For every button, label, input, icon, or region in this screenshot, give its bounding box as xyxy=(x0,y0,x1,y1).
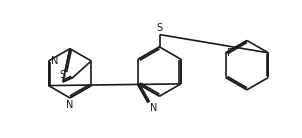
Text: N: N xyxy=(150,103,157,113)
Text: N: N xyxy=(51,56,58,66)
Text: S: S xyxy=(156,23,162,33)
Text: N: N xyxy=(66,100,74,110)
Text: F: F xyxy=(227,48,233,58)
Text: S: S xyxy=(59,70,65,80)
